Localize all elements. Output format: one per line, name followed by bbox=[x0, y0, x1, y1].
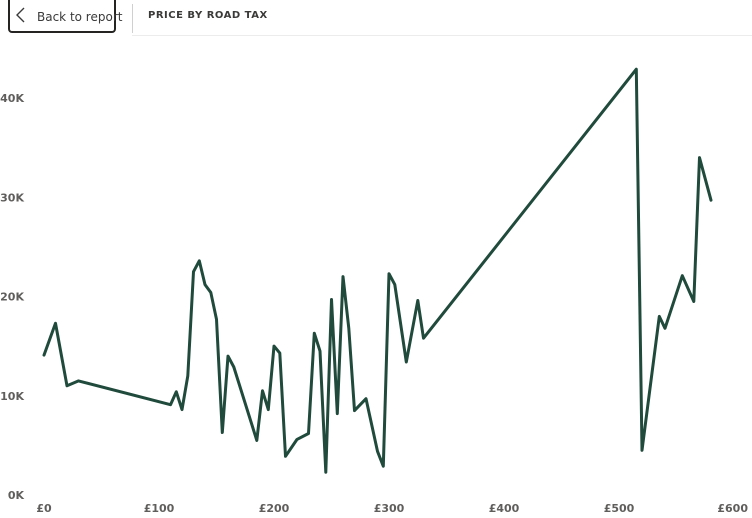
x-tick-label: £500 bbox=[604, 502, 635, 515]
x-tick-label: £100 bbox=[144, 502, 175, 515]
x-tick-label: £600 bbox=[717, 502, 748, 515]
x-axis: £0 £100 £200 £300 £400 £500 £600 bbox=[36, 502, 748, 515]
price-series-line[interactable] bbox=[42, 67, 713, 474]
page-title: PRICE BY ROAD TAX bbox=[148, 10, 268, 21]
y-tick-label: 0K bbox=[8, 489, 25, 502]
x-tick-label: £300 bbox=[374, 502, 405, 515]
chevron-left-icon bbox=[16, 7, 25, 23]
top-bar: Back to report PRICE BY ROAD TAX bbox=[0, 0, 752, 36]
y-tick-label: 30K bbox=[0, 191, 24, 204]
y-tick-label: 40K bbox=[0, 92, 24, 105]
series-layer bbox=[42, 67, 713, 474]
back-button-label: Back to report bbox=[37, 10, 123, 24]
y-axis: 0K 10K 20K 30K 40K bbox=[0, 92, 24, 502]
y-tick-label: 20K bbox=[0, 291, 24, 304]
back-to-report-button[interactable]: Back to report bbox=[8, 0, 122, 33]
y-tick-label: 10K bbox=[0, 390, 24, 403]
header-rule bbox=[132, 35, 752, 36]
x-tick-label: £200 bbox=[259, 502, 290, 515]
header-divider bbox=[132, 4, 133, 33]
x-tick-label: £400 bbox=[489, 502, 520, 515]
x-tick-label: £0 bbox=[36, 502, 52, 515]
